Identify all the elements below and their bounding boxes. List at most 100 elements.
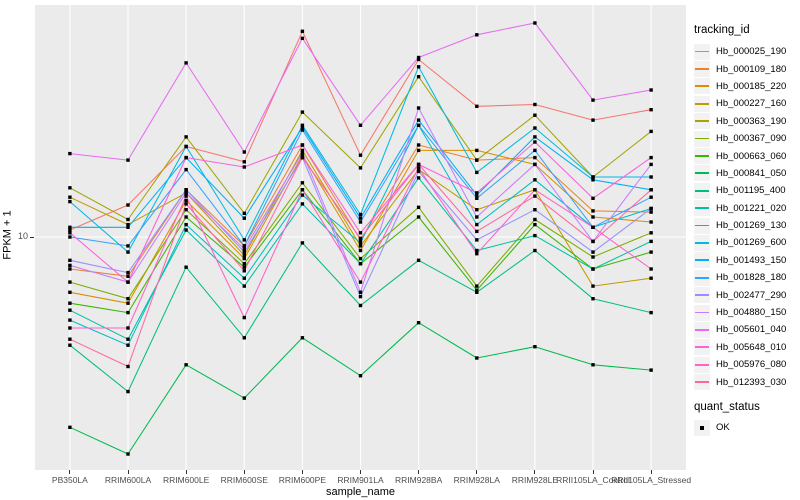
legend-item-Hb_004880_150: Hb_004880_150 xyxy=(694,304,798,321)
data-point xyxy=(416,118,421,122)
data-point xyxy=(475,196,479,200)
data-point xyxy=(416,166,421,170)
legend-key-line-icon xyxy=(694,130,710,147)
data-point xyxy=(242,247,246,251)
x-tick-mark xyxy=(360,470,361,474)
data-point xyxy=(649,188,653,192)
data-point xyxy=(68,425,72,429)
data-point xyxy=(591,239,595,244)
legend-item-Hb_000363_190: Hb_000363_190 xyxy=(694,113,798,130)
data-point xyxy=(533,135,537,139)
legend-item-Hb_005601_040: Hb_005601_040 xyxy=(694,321,798,338)
x-tick-label-RRIM600LE: RRIM600LE xyxy=(162,475,210,485)
data-point xyxy=(300,155,305,160)
legend-item-label: Hb_012393_030 xyxy=(716,376,787,388)
data-point xyxy=(649,220,653,224)
data-point xyxy=(126,364,130,369)
data-point xyxy=(533,178,537,182)
legend-item-Hb_002477_290: Hb_002477_290 xyxy=(694,286,798,304)
data-point xyxy=(68,308,72,312)
x-tick-mark xyxy=(650,470,652,474)
data-point xyxy=(533,217,537,222)
data-point xyxy=(475,284,479,288)
legend-key-line-icon xyxy=(694,234,710,251)
data-point xyxy=(358,166,363,170)
data-point xyxy=(533,102,537,107)
legend-item-Hb_000025_190: Hb_000025_190 xyxy=(694,43,798,60)
legend-key-line-icon xyxy=(694,217,710,234)
x-tick-mark xyxy=(476,470,478,474)
data-point xyxy=(358,256,363,261)
data-point xyxy=(126,158,130,162)
legend-item-Hb_000185_220: Hb_000185_220 xyxy=(694,78,798,95)
legend-item-quant-ok: OK xyxy=(694,419,798,436)
data-point xyxy=(416,321,421,325)
data-point xyxy=(358,153,363,157)
data-point xyxy=(591,196,595,200)
x-tick-mark xyxy=(301,470,303,474)
legend-title-quant-status: quant_status xyxy=(694,400,760,413)
legend-key-line-icon xyxy=(694,43,710,60)
legend-item-label: Hb_000363_190 xyxy=(716,115,787,127)
data-point xyxy=(591,225,595,229)
data-point xyxy=(300,128,305,132)
data-point xyxy=(649,250,653,254)
x-tick-label-RRIM600SE: RRIM600SE xyxy=(220,475,268,485)
data-point xyxy=(416,143,421,147)
data-point xyxy=(533,113,537,117)
legend-item-Hb_012393_030: Hb_012393_030 xyxy=(694,373,798,391)
legend-item-Hb_001493_150: Hb_001493_150 xyxy=(694,252,798,269)
series-color-line-icon xyxy=(695,224,709,227)
data-point xyxy=(184,228,188,232)
data-point xyxy=(358,303,363,308)
data-point xyxy=(533,194,537,198)
data-point xyxy=(475,33,479,37)
data-point xyxy=(649,108,653,112)
data-point xyxy=(416,258,421,262)
legend-item-label: Hb_001221_020 xyxy=(716,202,787,214)
data-point xyxy=(649,239,653,244)
data-point xyxy=(300,123,305,127)
data-point xyxy=(242,250,246,254)
plot-panel xyxy=(35,5,686,470)
data-point xyxy=(126,274,130,278)
series-color-line-icon xyxy=(695,207,709,209)
data-point xyxy=(358,231,363,235)
legend-item-label: Hb_001828_180 xyxy=(716,272,787,284)
series-color-line-icon xyxy=(695,381,709,383)
data-point xyxy=(68,225,72,229)
data-point xyxy=(649,175,653,179)
data-point xyxy=(475,170,479,175)
data-point xyxy=(68,151,72,156)
legend-item-Hb_001221_020: Hb_001221_020 xyxy=(694,200,798,217)
legend-item-Hb_000841_050: Hb_000841_050 xyxy=(694,165,798,182)
legend-item-label: Hb_001269_130 xyxy=(716,220,787,232)
series-color-line-icon xyxy=(695,259,709,262)
data-point xyxy=(242,269,246,273)
data-point xyxy=(533,21,537,25)
data-point xyxy=(242,256,246,261)
data-point xyxy=(300,29,305,33)
x-tick-label-RRIM928LE: RRIM928LE xyxy=(511,475,559,485)
series-color-line-icon xyxy=(695,346,709,349)
data-point xyxy=(649,310,653,315)
data-point xyxy=(126,217,130,222)
legend-item-Hb_001828_180: Hb_001828_180 xyxy=(694,269,798,286)
data-point xyxy=(649,129,653,134)
data-point xyxy=(300,153,305,157)
legend-key-line-icon xyxy=(694,374,710,391)
data-point xyxy=(242,315,246,320)
data-point xyxy=(184,202,188,206)
data-point xyxy=(591,284,595,288)
series-color-line-icon xyxy=(695,137,709,140)
data-point xyxy=(184,215,188,219)
data-point xyxy=(591,175,595,179)
data-point xyxy=(184,265,188,269)
data-point xyxy=(475,248,479,253)
data-point xyxy=(68,186,72,190)
data-point xyxy=(242,284,246,288)
data-point xyxy=(126,280,130,284)
data-point xyxy=(533,148,537,153)
data-point xyxy=(242,276,246,280)
data-point xyxy=(533,140,537,144)
